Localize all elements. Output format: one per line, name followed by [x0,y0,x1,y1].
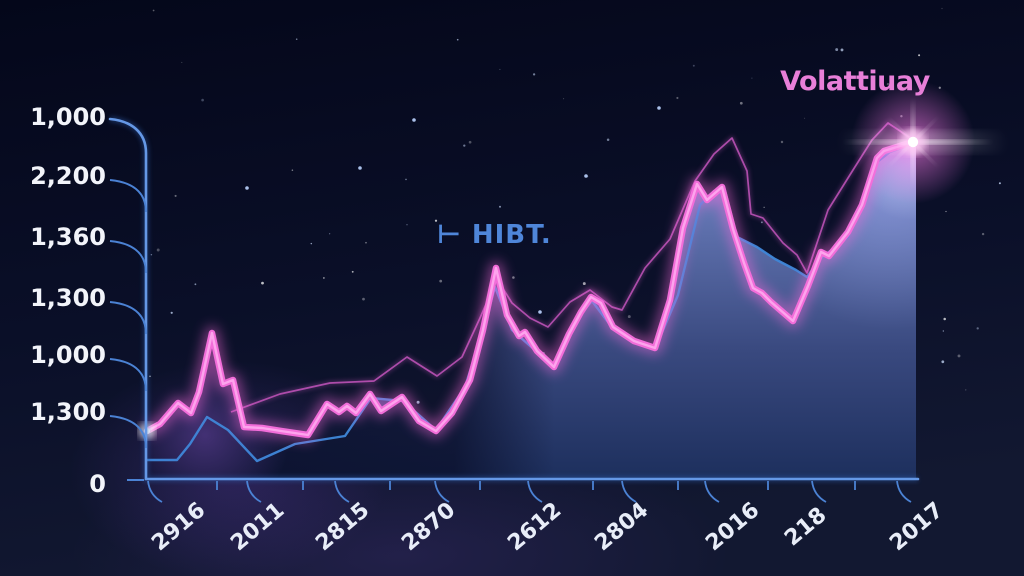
axes [108,116,920,482]
y-axis-labels: 1,000 2,200 1,360 1,300 1,000 1,300 0 [30,103,106,498]
y-axis-ticks [109,179,147,481]
x-axis-ticks [147,480,912,503]
y-tick-label: 1,300 [30,398,106,426]
star-flare-icon [838,80,1008,204]
y-tick-label: 1,300 [30,284,106,312]
legend-label: ⊢ HIBT. [437,220,552,250]
y-tick-label: 0 [89,470,106,498]
series-main-line [139,135,917,442]
y-tick-label: 1,000 [30,341,106,369]
y-tick-label: 1,000 [30,103,106,131]
y-tick-label: 1,360 [30,223,106,251]
y-tick-label: 2,200 [30,162,106,190]
chart-title: Volattiuay [780,66,931,97]
series-outline-line [230,121,915,414]
